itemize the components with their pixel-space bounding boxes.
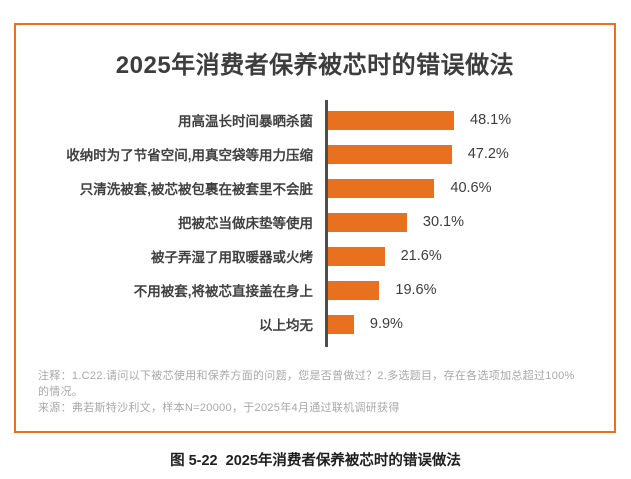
chart-row: 不用被套,将被芯直接盖在身上 19.6% xyxy=(16,273,614,307)
bar-value-label: 21.6% xyxy=(400,248,442,264)
chart-row: 把被芯当做床垫等使用 30.1% xyxy=(16,205,614,239)
bar xyxy=(328,178,435,198)
bar xyxy=(328,212,407,232)
chart-row: 用高温长时间暴晒杀菌 48.1% xyxy=(16,103,614,137)
chart-row: 以上均无 9.9% xyxy=(16,307,614,341)
bar-value-label: 9.9% xyxy=(369,316,403,332)
chart-row: 收纳时为了节省空间,用真空袋等用力压缩 47.2% xyxy=(16,137,614,171)
bar xyxy=(328,144,452,164)
figure-caption: 图 5-22 2025年消费者保养被芯时的错误做法 xyxy=(170,453,461,469)
bar-value-label: 48.1% xyxy=(470,112,512,128)
bar-zone: 21.6% xyxy=(328,246,442,266)
bar-value-label: 19.6% xyxy=(395,282,437,298)
chart-title: 2025年消费者保养被芯时的错误做法 xyxy=(115,52,515,79)
category-label: 不用被套,将被芯直接盖在身上 xyxy=(133,284,313,299)
bar-zone: 40.6% xyxy=(328,178,492,198)
category-label: 被子弄湿了用取暖器或火烤 xyxy=(151,250,313,265)
category-label: 以上均无 xyxy=(259,318,313,333)
bar-zone: 30.1% xyxy=(328,212,465,232)
footnote-line: 的情况。 xyxy=(38,386,84,398)
chart-row: 被子弄湿了用取暖器或火烤 21.6% xyxy=(16,239,614,273)
figure-panel: 2025年消费者保养被芯时的错误做法 用高温长时间暴晒杀菌 48.1% 收纳时为… xyxy=(14,23,616,433)
category-label: 收纳时为了节省空间,用真空袋等用力压缩 xyxy=(66,148,313,163)
bar xyxy=(328,314,354,334)
bar-zone: 47.2% xyxy=(328,144,509,164)
footnotes: 注释：1.C22.请问以下被芯使用和保养方面的问题，您是否曾做过？2.多选题目，… xyxy=(38,368,614,416)
bar xyxy=(328,110,454,130)
bar-chart: 用高温长时间暴晒杀菌 48.1% 收纳时为了节省空间,用真空袋等用力压缩 47.… xyxy=(16,100,614,347)
category-label: 用高温长时间暴晒杀菌 xyxy=(178,114,313,129)
category-axis-line xyxy=(325,100,328,347)
footnote-line: 注释：1.C22.请问以下被芯使用和保养方面的问题，您是否曾做过？2.多选题目，… xyxy=(38,370,575,382)
bar-zone: 48.1% xyxy=(328,110,512,130)
bar-value-label: 47.2% xyxy=(467,146,509,162)
category-label: 把被芯当做床垫等使用 xyxy=(178,216,313,231)
source-line: 来源：弗若斯特沙利文，样本N=20000，于2025年4月通过联机调研获得 xyxy=(38,402,400,414)
bar-zone: 19.6% xyxy=(328,280,437,300)
bar xyxy=(328,280,380,300)
category-label: 只清洗被套,被芯被包裹在被套里不会脏 xyxy=(79,182,313,197)
bar-zone: 9.9% xyxy=(328,314,403,334)
bar xyxy=(328,246,385,266)
chart-row: 只清洗被套,被芯被包裹在被套里不会脏 40.6% xyxy=(16,171,614,205)
bar-value-label: 40.6% xyxy=(450,180,492,196)
chart-rows: 用高温长时间暴晒杀菌 48.1% 收纳时为了节省空间,用真空袋等用力压缩 47.… xyxy=(16,103,614,341)
bar-value-label: 30.1% xyxy=(422,214,465,230)
